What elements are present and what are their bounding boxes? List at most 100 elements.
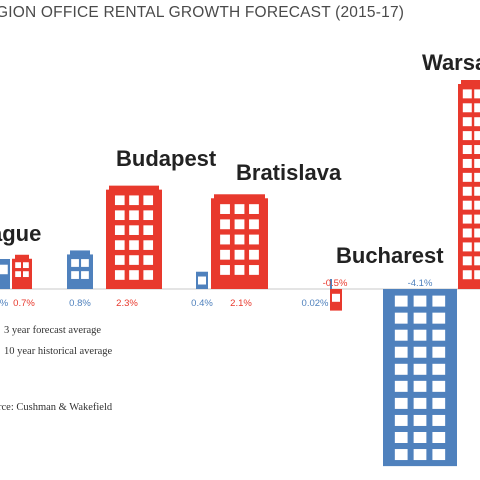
historical-bar-0 [0,259,10,289]
historical-bar-1 [67,250,93,289]
historical-bar-4-window [413,380,427,392]
forecast-bar-3-window [332,293,340,302]
historical-bar-4-window [394,346,408,358]
forecast-bar-4-window [474,89,480,99]
forecast-bar-4-window [474,103,480,113]
forecast-bar-2-window [234,265,245,275]
historical-bar-4-window [394,449,408,461]
forecast-bar-4-window [474,186,480,196]
city-label-2: Bratislava [236,160,342,185]
forecast-bar-2-window [249,219,259,230]
forecast-bar-1-window [143,255,154,265]
historical-bar-1-window [71,259,79,267]
forecast-bar-1-roof [109,185,159,191]
historical-bar-4-window [413,414,427,426]
forecast-bar-2-window [220,265,230,275]
forecast-value-label-3: -0.5% [323,278,348,289]
labels-group: ague% 0.7% Budapest 0.8% 2.3% Bratislava 0.4% 2… [0,50,480,309]
forecast-bar-4-window [474,214,480,224]
forecast-bar-1-window [143,270,154,280]
source-note: rce: Cushman & Wakefield [0,402,113,413]
forecast-bar-1-window [114,225,125,235]
forecast-bar-2-window [249,249,259,260]
historical-value-label-0: % [0,298,9,309]
historical-bar-1-window [81,271,89,279]
historical-bar-4-window [413,449,427,461]
forecast-bar-2-window [220,204,230,214]
historical-bar-1-roof [70,250,90,256]
forecast-bar-4-window [462,145,472,155]
historical-bar-4-window [432,295,446,307]
forecast-bar-4-window [462,131,472,141]
forecast-bar-1-window [129,210,139,221]
historical-bar-4-window [394,414,408,426]
forecast-bar-4-window [462,117,472,127]
forecast-value-label-0: 0.7% [13,298,35,309]
historical-bar-0-window [0,264,8,275]
historical-bar-4-window [413,329,427,341]
historical-bar-3-body [330,279,332,289]
historical-bar-4-window [432,449,446,461]
forecast-bar-0 [12,254,32,289]
historical-bar-4-window [413,397,427,409]
forecast-bar-2-window [220,249,230,260]
forecast-bar-4-roof [461,80,480,85]
forecast-bar-1-window [143,210,154,221]
forecast-bar-1-window [129,225,139,235]
historical-bar-4-window [413,295,427,307]
forecast-bar-4-window [462,270,472,280]
forecast-bar-0-body [12,258,32,289]
forecast-value-label-1: 2.3% [116,298,138,309]
historical-bar-4-window [394,312,408,324]
forecast-bar-0-roof [15,254,29,260]
historical-bar-4-window [413,363,427,375]
historical-bar-4-window [413,432,427,443]
historical-bar-4-window [432,312,446,324]
forecast-bar-0-window [15,262,21,269]
forecast-bar-2-window [220,234,230,245]
forecast-bar-4-window [474,256,480,266]
historical-bar-4-window [432,363,446,375]
legend-historical: 10 year historical average [4,346,113,357]
historical-bar-1-window [71,271,79,279]
forecast-bar-1-window [114,240,125,250]
forecast-bar-2-window [234,219,245,230]
historical-bar-4-window [394,380,408,392]
forecast-bar-1-window [114,195,125,206]
historical-value-label-4: -4.1% [408,278,433,289]
historical-bar-2-window [198,276,206,285]
historical-bar-3 [330,279,332,289]
forecast-bar-2-window [234,204,245,214]
historical-bar-4-window [394,397,408,409]
historical-bar-4-window [432,346,446,358]
legend-forecast: 3 year forecast average [4,325,102,336]
forecast-bar-2-window [234,249,245,260]
forecast-bar-4-window [462,228,472,238]
forecast-bar-1-window [129,270,139,280]
forecast-bar-0-window [23,271,29,278]
forecast-bar-4-window [462,89,472,99]
bars-group [0,80,480,467]
forecast-bar-1-window [114,255,125,265]
historical-value-label-1: 0.8% [69,298,91,309]
historical-bar-4-window [394,295,408,307]
forecast-bar-1-window [129,195,139,206]
chart-title: GION OFFICE RENTAL GROWTH FORECAST (2015… [0,4,405,21]
forecast-bar-4-window [462,103,472,113]
historical-bar-4-window [394,329,408,341]
forecast-bar-2-window [220,219,230,230]
forecast-bar-1-window [129,255,139,265]
forecast-bar-1-window [143,225,154,235]
city-label-4: Warsav [422,50,480,75]
historical-bar-4 [383,289,457,467]
forecast-bar-4-window [474,117,480,127]
forecast-bar-4-window [462,200,472,210]
historical-bar-2 [196,271,208,289]
historical-bar-1-body [67,254,93,289]
city-label-3: Bucharest [336,243,444,268]
forecast-bar-0-window [23,262,29,269]
forecast-bar-1-window [114,270,125,280]
forecast-bar-4-window [474,131,480,141]
forecast-bar-1-window [114,210,125,221]
